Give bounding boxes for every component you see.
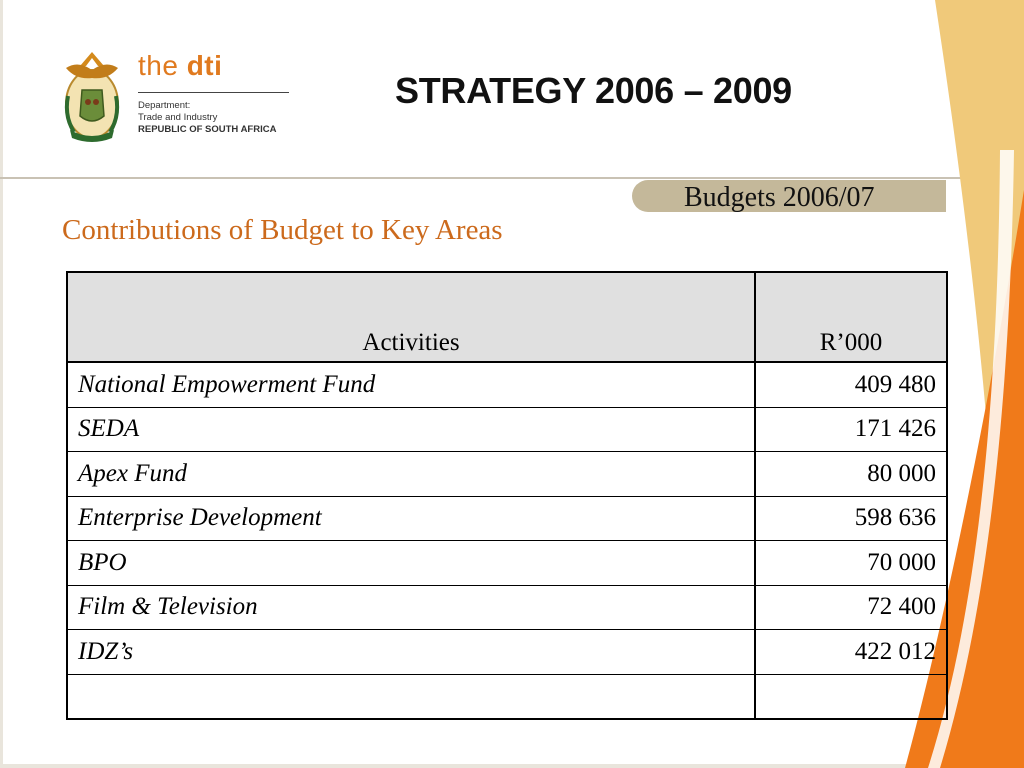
table-row: Film & Television 72 400	[66, 584, 948, 630]
brand-name: dti	[186, 50, 223, 81]
dept-line-2: Trade and Industry	[138, 112, 218, 123]
amount-cell	[754, 673, 948, 720]
frame-left-border	[0, 0, 3, 768]
slide-title: STRATEGY 2006 – 2009	[395, 70, 792, 111]
table-row: Enterprise Development 598 636	[66, 495, 948, 541]
brand-wordmark: the dti	[138, 50, 222, 82]
table-row: Apex Fund 80 000	[66, 451, 948, 497]
brand-prefix: the	[138, 50, 187, 81]
activity-cell: Film & Television	[66, 584, 756, 630]
column-header-amount: R’000	[754, 272, 948, 363]
dept-line-1: Department:	[138, 100, 191, 111]
amount-cell: 409 480	[754, 361, 948, 408]
table-header-row: Activities R’000	[66, 272, 948, 363]
amount-cell: 598 636	[754, 495, 948, 541]
activity-cell: National Empowerment Fund	[66, 361, 756, 408]
activity-cell	[66, 673, 756, 720]
activity-cell: SEDA	[66, 406, 756, 452]
swoosh-orange-band	[905, 190, 1024, 768]
table-row-empty	[66, 673, 948, 720]
amount-cell: 80 000	[754, 451, 948, 497]
table-row: SEDA 171 426	[66, 406, 948, 452]
frame-bottom-border	[0, 764, 1024, 768]
section-tab-label: Budgets 2006/07	[684, 182, 875, 213]
amount-cell: 70 000	[754, 540, 948, 586]
swoosh-white-stripe	[928, 150, 1014, 768]
activity-cell: Enterprise Development	[66, 495, 756, 541]
activity-cell: BPO	[66, 540, 756, 586]
brand-rule	[138, 92, 289, 93]
budget-table: Activities R’000 National Empowerment Fu…	[66, 271, 948, 720]
activity-cell: IDZ’s	[66, 629, 756, 675]
slide-subtitle: Contributions of Budget to Key Areas	[62, 214, 503, 246]
table-row: BPO 70 000	[66, 540, 948, 586]
amount-cell: 171 426	[754, 406, 948, 452]
department-block: Department: Trade and Industry REPUBLIC …	[138, 100, 276, 136]
table-row: IDZ’s 422 012	[66, 629, 948, 675]
activity-cell: Apex Fund	[66, 451, 756, 497]
header-divider	[0, 177, 1024, 179]
column-header-activities: Activities	[66, 272, 756, 363]
amount-cell: 422 012	[754, 629, 948, 675]
dept-line-3: REPUBLIC OF SOUTH AFRICA	[138, 124, 277, 135]
table-row: National Empowerment Fund 409 480	[66, 361, 948, 408]
coat-of-arms-logo	[64, 52, 120, 142]
amount-cell: 72 400	[754, 584, 948, 630]
section-tab	[632, 180, 946, 212]
